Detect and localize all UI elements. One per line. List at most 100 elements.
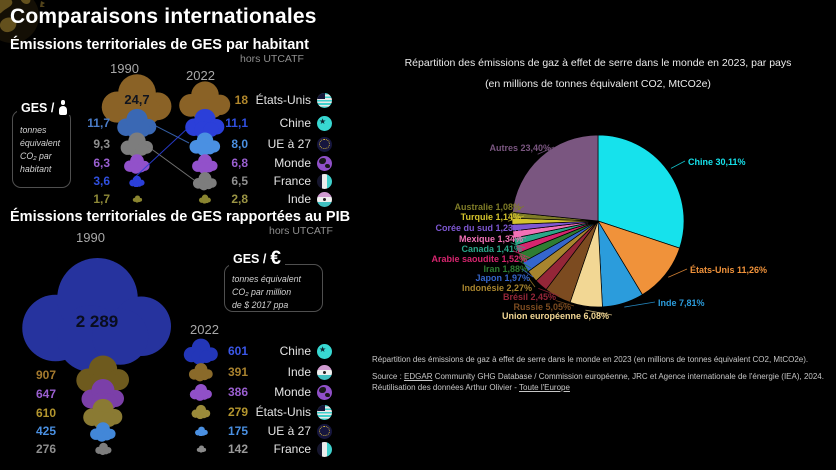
pie-slice-autres[interactable] (512, 134, 599, 222)
country-label: UE à 27 (267, 424, 311, 438)
cloud-icon (128, 175, 146, 188)
cloud-icon (94, 442, 113, 455)
fr-flag-icon (317, 173, 332, 189)
pie-label: Inde 7,81% (658, 298, 705, 308)
source-rest: Community GHG Database / Commission euro… (432, 372, 824, 381)
year-label-1990: 1990 (110, 61, 139, 76)
utcatf-note-2: hors UTCATF (269, 225, 333, 237)
pie-caption: Répartition des émissions de gaz à effet… (372, 355, 809, 364)
legend-line: équivalent (20, 138, 61, 148)
fr-flag-icon (317, 441, 332, 457)
legend-unit-label: GES / (233, 252, 267, 266)
edgar-link[interactable]: EDGAR (404, 372, 433, 381)
country-label: Inde (287, 192, 311, 206)
emission-value: 2 289 (75, 312, 119, 331)
emission-value: 24,7 (124, 92, 150, 107)
world-flag-icon (317, 155, 332, 171)
emission-value: 11,7 (87, 116, 110, 130)
legend-line: CO₂ par (20, 151, 52, 161)
pie-label: Indonésie 2,27% (461, 283, 532, 293)
emission-value: 1,7 (93, 192, 110, 206)
pie-title: Répartition des émissions de gaz à effet… (404, 57, 792, 69)
cloud-icon (194, 426, 209, 437)
pie-label: Iran 1,88% (483, 264, 528, 274)
year-label-1990-gdp: 1990 (76, 230, 105, 245)
pie-label: Japon 1,97% (475, 273, 530, 283)
legend-unit-label: GES / (21, 100, 55, 115)
pie-label: Autres 23,40% (489, 143, 551, 153)
per-gdp-unit-legend: GES / € tonnes équivalent CO₂ par millio… (224, 249, 323, 312)
per-gdp-legend-title: GES / € (229, 248, 285, 269)
year-label-2022-gdp: 2022 (190, 322, 219, 337)
cloud-icon (132, 195, 143, 203)
emission-value: 610 (35, 406, 56, 420)
legend-line: CO₂ par million (232, 287, 292, 297)
page-title: Comparaisons internationales (10, 5, 317, 28)
utcatf-note-1: hors UTCATF (240, 53, 304, 65)
section-per-capita-title: Émissions territoriales de GES par habit… (10, 37, 309, 53)
country-label: Chine (279, 344, 311, 358)
emission-value: 6,3 (93, 156, 110, 170)
year-label-2022: 2022 (186, 68, 215, 83)
emission-value: 6,5 (231, 174, 248, 188)
emission-value: 276 (35, 442, 56, 456)
emission-value: 175 (227, 424, 248, 438)
pie-label: Brésil 2,45% (502, 292, 556, 302)
toute-leurope-link[interactable]: Toute l'Europe (519, 382, 570, 392)
pie-label: Australie 1,08% (454, 202, 521, 212)
emission-value: 601 (227, 344, 248, 358)
reuse-prefix: Réutilisation des données Arthur Olivier… (372, 382, 520, 392)
pie-label: Chine 30,11% (688, 157, 746, 167)
in-flag-icon (317, 191, 332, 207)
in-flag-icon (317, 364, 332, 380)
us-flag-icon (317, 92, 332, 108)
cloud-icon (196, 445, 207, 453)
legend-line: tonnes (20, 125, 47, 135)
pie-label: États-Unis 11,26% (690, 265, 768, 275)
emission-value: 8,0 (231, 137, 248, 151)
country-label: Chine (279, 116, 311, 130)
pie-subtitle: (en millions de tonnes équivalent CO2, M… (485, 78, 711, 90)
cn-flag-icon (317, 115, 332, 131)
emission-value: 647 (35, 387, 56, 401)
euro-icon: € (270, 248, 281, 269)
country-label: France (273, 174, 311, 188)
country-label: Monde (274, 385, 311, 399)
emission-value: 386 (227, 385, 248, 399)
emission-value: 2,8 (231, 192, 248, 206)
country-label: Inde (287, 365, 311, 379)
emission-value: 391 (227, 365, 248, 379)
emission-value: 6,8 (231, 156, 248, 170)
legend-line: habitant (20, 164, 52, 174)
legend-line: de $ 2017 ppa (232, 300, 289, 310)
cloud-icon (190, 404, 212, 419)
pie-chart (511, 134, 685, 308)
pie-slice-chine[interactable] (597, 134, 685, 249)
pie-label: Russie 5,05% (513, 302, 571, 312)
emission-value: 11,1 (225, 116, 248, 130)
source-text: Source : EDGAR Community GHG Database / … (372, 372, 832, 393)
us-flag-icon (317, 404, 332, 420)
pie-label: Mexique 1,34% (458, 234, 523, 244)
pie-label: Arabie saoudite 1,52% (431, 254, 527, 264)
pie-label: Canada 1,41% (461, 244, 522, 254)
eu-flag-icon (317, 136, 332, 152)
source-prefix: Source : (372, 372, 405, 381)
per-capita-legend-title: GES / (17, 100, 72, 115)
pie-label: Union européenne 6,08% (501, 311, 609, 321)
section-per-gdp-title: Émissions territoriales de GES rapportée… (10, 209, 351, 225)
emission-value: 907 (35, 368, 56, 382)
country-label: France (273, 442, 311, 456)
eu-flag-icon (317, 423, 332, 439)
emission-value: 3,6 (93, 174, 110, 188)
globe-icon (0, 0, 45, 43)
cloud-icon (88, 421, 118, 442)
pie-label: Turquie 1,14% (460, 212, 521, 222)
emission-value: 9,3 (93, 137, 110, 151)
emission-value: 142 (227, 442, 248, 456)
emission-value: 18 (234, 93, 248, 107)
cn-flag-icon (317, 343, 332, 359)
world-flag-icon (317, 384, 332, 400)
emission-value: 279 (227, 405, 248, 419)
